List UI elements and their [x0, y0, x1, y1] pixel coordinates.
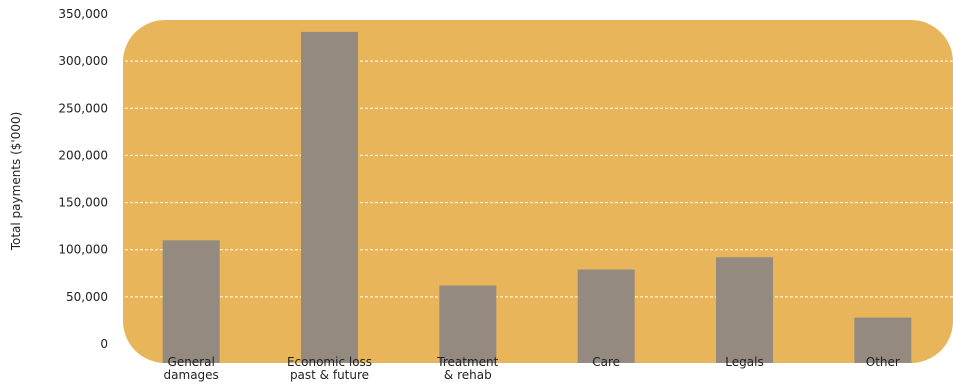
y-tick-label: 50,000	[66, 290, 108, 304]
x-category-label-line: General	[168, 355, 215, 369]
x-category-label: General damages	[164, 355, 219, 382]
bar	[854, 317, 912, 363]
bar	[301, 31, 358, 364]
bar	[577, 269, 635, 363]
bar	[716, 257, 773, 363]
x-category-label-line: Care	[592, 355, 620, 369]
bar	[162, 240, 220, 363]
x-category-label-line: past & future	[290, 368, 369, 382]
bar	[439, 285, 497, 363]
x-axis-categories: General damages Economic loss past & future…	[164, 355, 900, 382]
bars	[162, 31, 912, 364]
x-category-label-line: Legals	[725, 355, 763, 369]
x-category-label: Treatment & rehab	[436, 355, 498, 382]
plot-background	[123, 20, 953, 363]
y-tick-label: 100,000	[58, 243, 108, 257]
y-axis-ticks: 0 50,000 100,000 150,000 200,000 250,000 300,0…	[58, 7, 108, 351]
y-tick-label: 150,000	[58, 196, 108, 210]
x-category-label-line: Treatment	[436, 355, 498, 369]
y-tick-label: 200,000	[58, 148, 108, 162]
y-tick-label: 300,000	[58, 54, 108, 68]
x-category-label-line: damages	[164, 368, 219, 382]
y-axis-label: Total payments ($'000)	[9, 112, 23, 252]
y-tick-label: 350,000	[58, 7, 108, 21]
x-category-label: Other	[866, 355, 900, 369]
y-tick-label: 250,000	[58, 101, 108, 115]
x-category-label: Economic loss past & future	[287, 355, 372, 382]
y-tick-label: 0	[100, 337, 108, 351]
x-category-label: Legals	[725, 355, 763, 369]
gridlines	[125, 60, 953, 298]
x-category-label-line: & rehab	[444, 368, 492, 382]
x-category-label-line: Other	[866, 355, 900, 369]
x-category-label-line: Economic loss	[287, 355, 372, 369]
x-category-label: Care	[592, 355, 620, 369]
